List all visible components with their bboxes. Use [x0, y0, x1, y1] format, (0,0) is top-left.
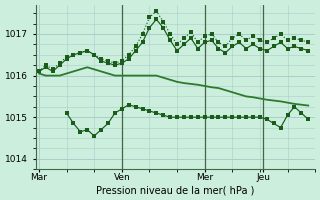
X-axis label: Pression niveau de la mer( hPa ): Pression niveau de la mer( hPa ) [96, 185, 254, 195]
